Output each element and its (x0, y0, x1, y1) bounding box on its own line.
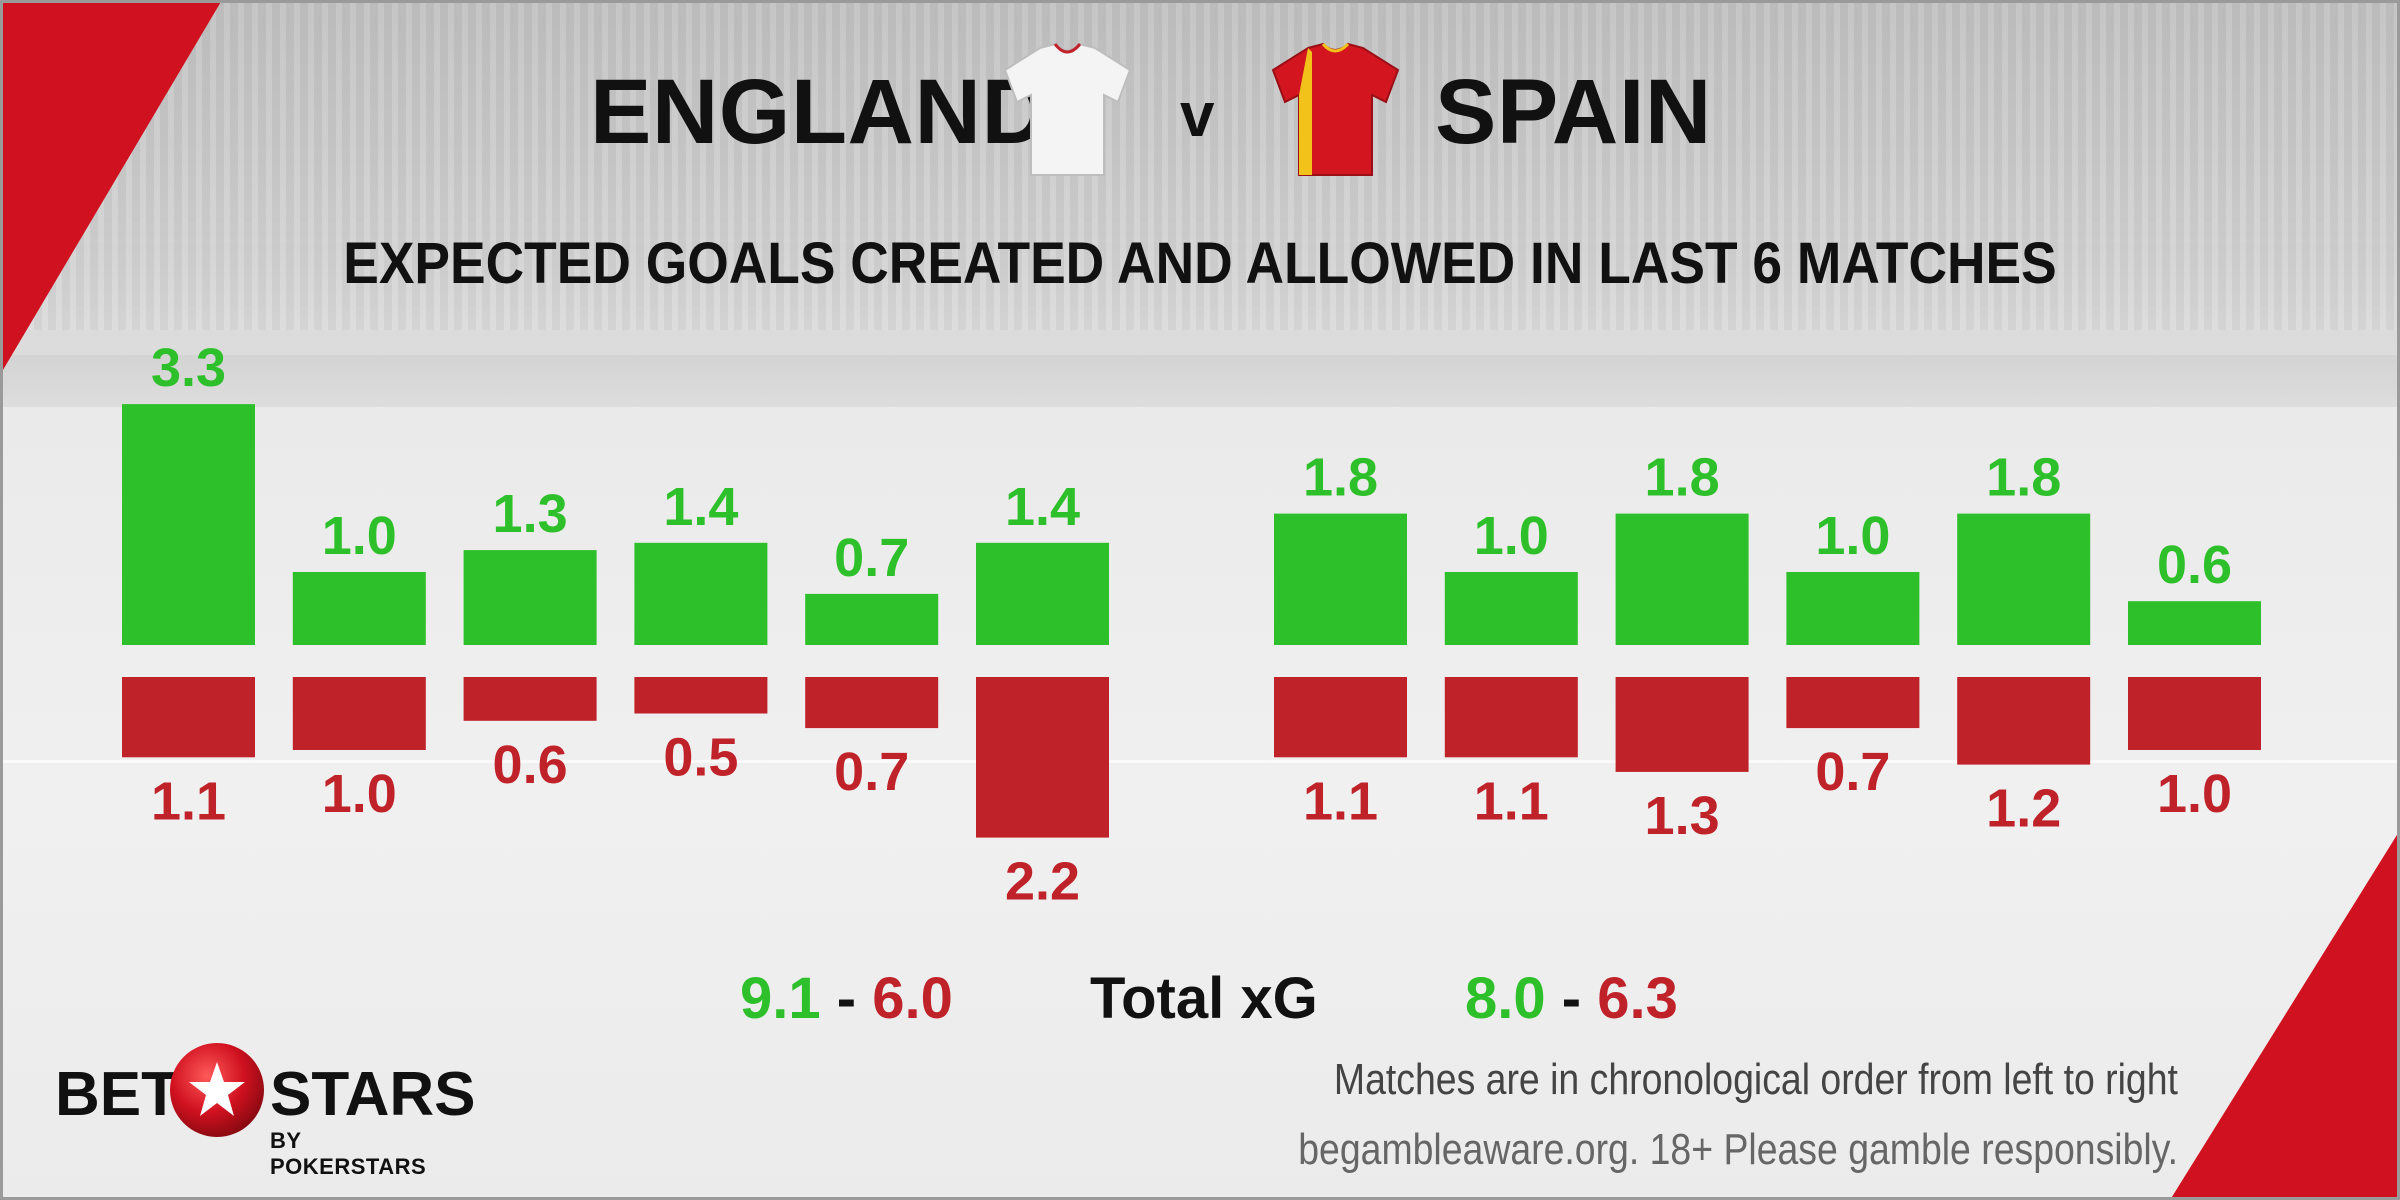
stadium-background (0, 0, 2400, 330)
logo-subtext: BY POKERSTARS (270, 1128, 427, 1179)
spain-allowed-label-2: 1.1 (1474, 771, 1549, 831)
red-shirt-icon (1271, 42, 1400, 176)
spain-created-label-2: 1.0 (1474, 506, 1549, 566)
chronological-note: Matches are in chronological order from … (1334, 1055, 2178, 1104)
england-created-bar-3 (463, 550, 597, 645)
spain-created-bar-3 (1615, 513, 1749, 645)
spain-allowed-label-6: 1.0 (2157, 764, 2232, 824)
spain-created-bar-1 (1274, 513, 1407, 645)
versus-label: v (1180, 81, 1215, 150)
bottom-right-red-corner (2170, 830, 2400, 1200)
england-allowed-bar-2 (292, 677, 426, 750)
team-away-name: SPAIN (1435, 61, 1712, 163)
england-totals: 9.1 - 6.0 (740, 965, 953, 1032)
spain-created-bar-2 (1444, 572, 1578, 645)
england-created-label-2: 1.0 (322, 506, 397, 566)
england-allowed-bar-5 (805, 677, 939, 729)
england-created-bar-4 (634, 542, 768, 645)
spain-allowed-label-5: 1.2 (1986, 779, 2061, 839)
gamble-aware-note: begambleaware.org. 18+ Please gamble res… (1298, 1125, 2178, 1174)
england-allowed-label-4: 0.5 (663, 728, 738, 788)
spain-created-label-5: 1.8 (1986, 448, 2061, 508)
spain-allowed-bar-4 (1786, 677, 1920, 729)
england-total-created: 9.1 (740, 966, 821, 1031)
england-total-allowed: 6.0 (872, 966, 953, 1031)
pitch-line (0, 760, 2400, 763)
england-allowed-bar-3 (463, 677, 597, 721)
spain-total-allowed: 6.3 (1597, 966, 1678, 1031)
spain-total-created: 8.0 (1465, 966, 1546, 1031)
spain-allowed-bar-5 (1957, 677, 2091, 765)
logo-stars-text: STARS (270, 1060, 476, 1129)
advertising-boards (0, 355, 2400, 407)
spain-created-label-4: 1.0 (1815, 506, 1890, 566)
top-left-red-corner (0, 0, 222, 375)
spain-allowed-bar-2 (1444, 677, 1578, 758)
total-xg-label: Total xG (1090, 966, 1318, 1031)
spain-allowed-bar-3 (1615, 677, 1749, 772)
england-created-bar-2 (292, 572, 426, 645)
england-created-bar-5 (805, 593, 939, 645)
spain-created-label-6: 0.6 (2157, 535, 2232, 595)
logo-bet-text: BET (55, 1060, 179, 1129)
spain-allowed-label-4: 0.7 (1815, 742, 1890, 802)
england-created-label-6: 1.4 (1005, 477, 1080, 537)
england-created-bar-6 (976, 542, 1109, 645)
england-created-label-5: 0.7 (834, 528, 909, 588)
england-created-label-1: 3.3 (151, 338, 226, 398)
spain-totals: 8.0 - 6.3 (1465, 965, 1678, 1032)
spain-created-bar-6 (2128, 601, 2261, 645)
england-allowed-bar-4 (634, 677, 768, 714)
england-allowed-bar-6 (976, 677, 1109, 838)
spain-allowed-bar-1 (1274, 677, 1407, 758)
spain-created-bar-4 (1786, 572, 1920, 645)
spain-total-dash: - (1561, 966, 1582, 1031)
england-created-label-4: 1.4 (663, 477, 738, 537)
england-total-dash: - (836, 966, 857, 1031)
spain-created-label-1: 1.8 (1303, 448, 1378, 508)
chart-subtitle: EXPECTED GOALS CREATED AND ALLOWED IN LA… (343, 231, 2057, 296)
england-allowed-label-5: 0.7 (834, 742, 909, 802)
england-allowed-bar-1 (122, 677, 255, 758)
england-allowed-label-3: 0.6 (493, 735, 568, 795)
spain-allowed-bar-6 (2128, 677, 2261, 750)
spain-created-bar-5 (1957, 513, 2091, 645)
england-allowed-label-2: 1.0 (322, 764, 397, 824)
spain-created-label-3: 1.8 (1645, 448, 1720, 508)
spain-allowed-label-3: 1.3 (1645, 786, 1720, 846)
england-allowed-label-6: 2.2 (1005, 852, 1080, 912)
white-shirt-icon (1003, 42, 1132, 176)
england-allowed-label-1: 1.1 (151, 771, 226, 831)
england-created-label-3: 1.3 (493, 484, 568, 544)
spain-allowed-label-1: 1.1 (1303, 771, 1378, 831)
betstars-logo: BET STARS BY POKERSTARS (55, 1035, 476, 1179)
star-ball-icon (170, 1043, 264, 1137)
england-created-bar-1 (122, 404, 255, 645)
team-home-name: ENGLAND (590, 61, 1049, 163)
